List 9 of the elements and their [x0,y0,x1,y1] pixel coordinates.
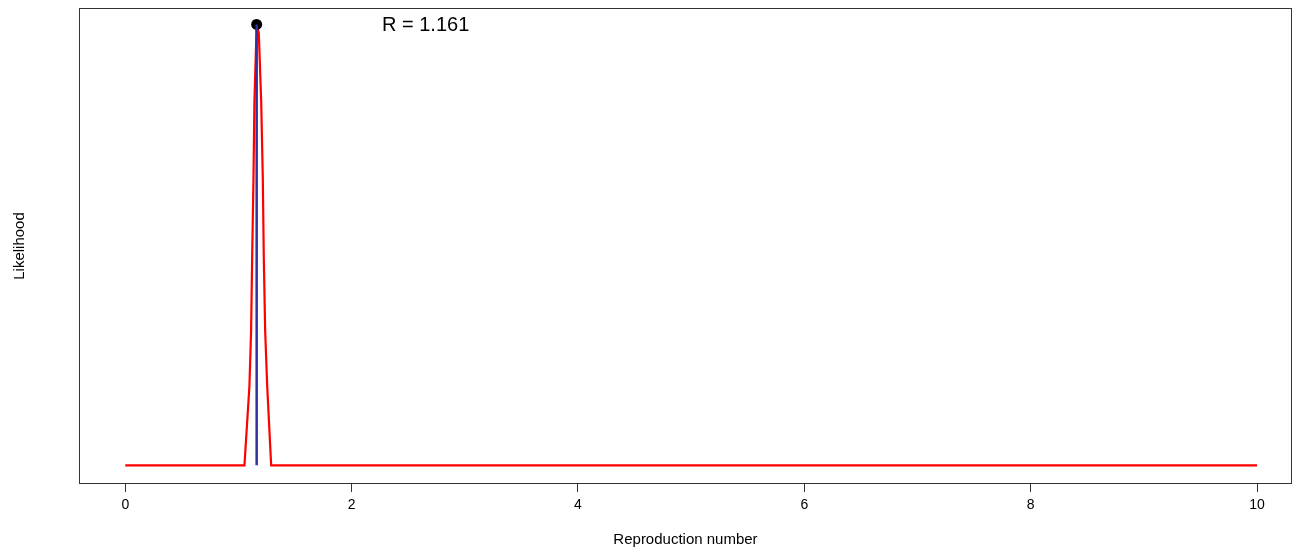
x-tick-label: 8 [1026,495,1035,512]
x-tick-label: 4 [574,495,583,512]
x-tick-label: 2 [347,495,356,512]
y-axis-title: Likelihood [10,212,28,280]
x-tick-label: 6 [800,495,809,512]
annotation: R = 1.161 [382,13,470,35]
x-tick-label: 0 [121,495,130,512]
x-axis-title: Reproduction number [613,529,758,547]
x-tick-label: 10 [1249,495,1266,512]
